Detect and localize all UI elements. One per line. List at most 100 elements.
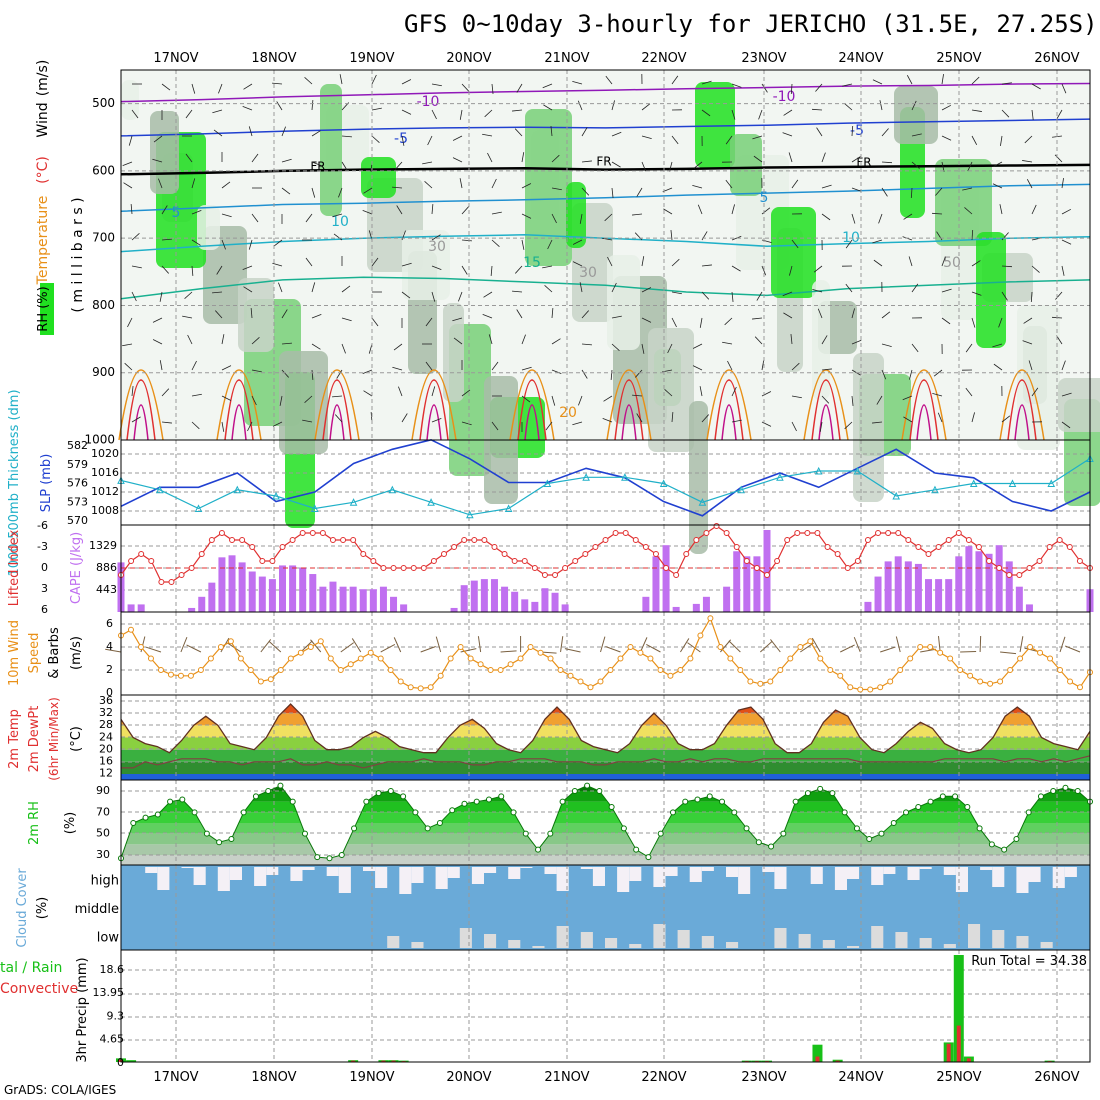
wind-barb bbox=[484, 109, 493, 118]
wind-barb bbox=[636, 413, 643, 423]
li-tick-label: 0 bbox=[41, 561, 48, 574]
2m-rh-marker bbox=[1025, 809, 1032, 816]
wind-speed-marker bbox=[717, 644, 724, 650]
wind-barb bbox=[971, 317, 976, 328]
wind-barb bbox=[761, 421, 772, 427]
cape-tick-label: 443 bbox=[96, 583, 117, 596]
wind-barb bbox=[731, 235, 742, 241]
wind-barb bbox=[979, 635, 982, 653]
wind-barb bbox=[551, 187, 562, 191]
isotherm-20 bbox=[216, 369, 262, 441]
2m-rh-marker bbox=[363, 798, 370, 805]
rh-legend-swatch bbox=[40, 283, 54, 335]
convective-precip-bar bbox=[956, 1025, 961, 1062]
wind-barb bbox=[1022, 340, 1033, 345]
wind-speed-marker bbox=[1037, 649, 1044, 656]
convective-precip-bar bbox=[391, 1060, 396, 1062]
cape-bar bbox=[137, 604, 145, 612]
lifted-index-marker bbox=[319, 530, 326, 536]
wind-barb bbox=[844, 103, 853, 111]
wind-barb bbox=[789, 265, 793, 276]
wind-barb bbox=[605, 75, 613, 85]
wind-barb bbox=[911, 343, 919, 353]
isotherm-20 bbox=[606, 369, 652, 441]
lifted-index-marker bbox=[945, 537, 952, 543]
wind-speed-marker bbox=[767, 678, 774, 685]
cape-bar bbox=[400, 604, 408, 612]
cape-bar bbox=[531, 601, 539, 612]
low-cloud-gap bbox=[556, 926, 569, 948]
rh-blob bbox=[150, 111, 179, 194]
wind-barb bbox=[477, 636, 482, 653]
2m-dewpt-line bbox=[121, 755, 1091, 769]
cape-bar bbox=[965, 546, 973, 612]
wind-barb bbox=[336, 369, 343, 379]
wind-barb bbox=[611, 187, 614, 198]
lifted-index-marker bbox=[1016, 572, 1023, 578]
cape-bar bbox=[258, 576, 266, 612]
lifted-index-marker bbox=[764, 572, 770, 578]
cape-bar bbox=[299, 567, 307, 612]
chart-title: GFS 0~10day 3-hourly for JERICHO (31.5E,… bbox=[404, 10, 1098, 38]
wind-unit-label: (m/s) bbox=[35, 60, 51, 97]
high-cloud-gap bbox=[810, 867, 823, 884]
high-cloud-gap bbox=[943, 867, 956, 875]
date-label-top: 24NOV bbox=[838, 51, 883, 66]
wind-barb bbox=[752, 135, 763, 140]
wind-barb bbox=[671, 135, 679, 145]
lifted-index-marker bbox=[380, 565, 387, 571]
wind-barb bbox=[435, 636, 442, 653]
minmax-axis-label: (6hr Min/Max) bbox=[47, 697, 61, 781]
high-cloud-gap bbox=[665, 867, 678, 876]
lifted-index-marker bbox=[612, 530, 619, 536]
low-cloud-gap bbox=[968, 924, 981, 948]
slp-axis-label: SLP (mb) bbox=[39, 454, 54, 513]
dewpt-axis-label: 2m DewPt bbox=[27, 706, 42, 773]
wind-speed-marker bbox=[477, 661, 484, 668]
wind-barb bbox=[754, 336, 763, 345]
wind-barb bbox=[182, 315, 193, 319]
wind-barb bbox=[872, 239, 883, 244]
2m-rh-marker bbox=[719, 798, 726, 805]
thickness-marker bbox=[1047, 479, 1056, 487]
cape-bar bbox=[874, 576, 882, 612]
thickness-marker bbox=[543, 479, 552, 487]
wind-barb bbox=[941, 256, 946, 267]
wind-barb bbox=[272, 82, 283, 85]
lifted-index-marker bbox=[148, 558, 155, 564]
wind-barb bbox=[881, 187, 888, 197]
rh-blob bbox=[695, 82, 735, 168]
wind-barb bbox=[641, 317, 652, 323]
wind-barb bbox=[906, 74, 913, 85]
wind-barb bbox=[632, 213, 643, 216]
2m-rh-marker bbox=[510, 809, 517, 816]
lifted-index-marker bbox=[491, 544, 498, 550]
wind-barb bbox=[697, 204, 703, 215]
thickness-marker bbox=[969, 479, 978, 487]
wind-barb bbox=[1001, 82, 1012, 85]
wind-barb bbox=[311, 314, 322, 319]
2m-rh-marker bbox=[485, 796, 492, 803]
date-label-bottom: 22NOV bbox=[641, 1070, 686, 1085]
wind-barb bbox=[821, 152, 826, 163]
wind-barb bbox=[581, 343, 592, 346]
lifted-index-marker bbox=[461, 537, 468, 543]
high-cloud-gap bbox=[1064, 867, 1077, 877]
thickness-tick-label: 582 bbox=[67, 439, 88, 452]
wind-barb bbox=[641, 256, 645, 267]
cape-bar bbox=[501, 586, 509, 612]
temp-tick-label: 12 bbox=[99, 767, 113, 780]
date-label-top: 21NOV bbox=[544, 51, 589, 66]
wind-barb bbox=[251, 153, 259, 163]
lifted-index-marker bbox=[915, 544, 922, 550]
wind-tick-label: 6 bbox=[106, 617, 113, 630]
wind-speed-marker bbox=[227, 638, 234, 645]
wind-barb bbox=[851, 308, 855, 319]
wind-barb bbox=[1055, 291, 1063, 300]
wind-barb bbox=[427, 135, 433, 146]
cape-tick-label: 886 bbox=[96, 561, 117, 574]
wind-barb bbox=[515, 265, 523, 274]
wind-barb bbox=[544, 285, 553, 293]
y-tick-label: 800 bbox=[92, 298, 115, 312]
total-precip-bar bbox=[812, 1044, 823, 1062]
